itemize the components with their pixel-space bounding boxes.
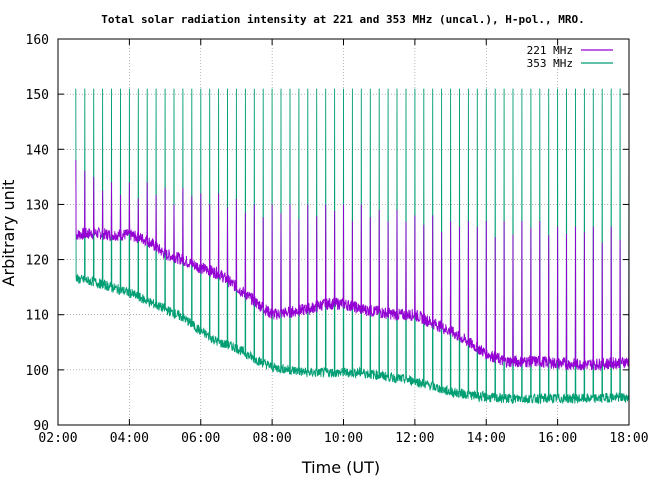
- y-tick-label: 140: [26, 143, 49, 158]
- y-tick-label: 150: [26, 88, 49, 103]
- x-axis-label: Time (UT): [301, 458, 380, 477]
- x-tick-label: 18:00: [609, 431, 648, 446]
- y-tick-label: 90: [33, 419, 49, 434]
- x-tick-label: 02:00: [38, 431, 77, 446]
- legend-label: 353 MHz: [527, 57, 573, 70]
- y-tick-label: 160: [26, 33, 49, 48]
- x-tick-label: 10:00: [324, 431, 363, 446]
- y-tick-label: 120: [26, 254, 49, 269]
- plot-area: [75, 88, 630, 405]
- chart-title: Total solar radiation intensity at 221 a…: [101, 13, 584, 26]
- y-tick-label: 130: [26, 198, 49, 213]
- x-tick-label: 14:00: [467, 431, 506, 446]
- x-tick-label: 16:00: [538, 431, 577, 446]
- series-layer: [75, 88, 630, 405]
- x-tick-label: 06:00: [181, 431, 220, 446]
- y-axis-label: Arbitrary unit: [0, 180, 18, 287]
- x-tick-label: 08:00: [253, 431, 292, 446]
- series-line-1: [75, 160, 630, 372]
- x-tick-label: 04:00: [110, 431, 149, 446]
- x-axis: 02:00 04:00 06:00 08:00 10:00 12:00 14:00 16:00…: [38, 39, 649, 446]
- x-tick-label: 12:00: [395, 431, 434, 446]
- series-line-2: [75, 88, 630, 405]
- y-axis: 90 100 110 120 130 140 150 160: [26, 33, 629, 434]
- y-tick-label: 110: [26, 309, 49, 324]
- legend-label: 221 MHz: [527, 44, 573, 57]
- y-tick-label: 100: [26, 364, 49, 379]
